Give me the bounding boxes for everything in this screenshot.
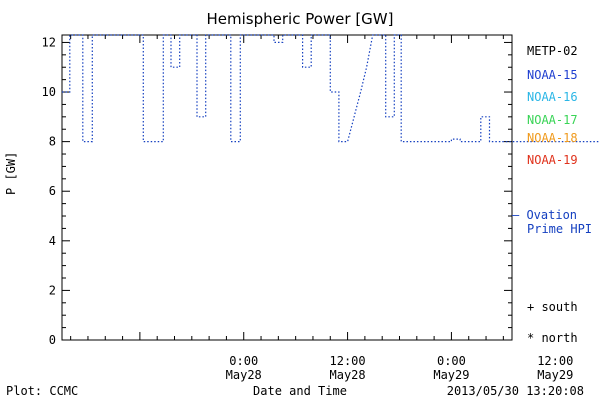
y-tick-label: 2 <box>49 283 56 297</box>
legend-metp02: METP-02 <box>527 44 578 58</box>
north-symbol-legend: * north <box>527 331 578 345</box>
legend-noaa17: NOAA-17 <box>527 113 578 127</box>
x-tick-label-date: May29 <box>433 368 469 382</box>
generation-timestamp: 2013/05/30 13:20:08 <box>446 384 584 398</box>
x-tick-label-time: 12:00 <box>330 354 366 368</box>
x-tick-label-time: 0:00 <box>437 354 466 368</box>
legend-noaa15: NOAA-15 <box>527 68 578 82</box>
south-symbol-legend: + south <box>527 300 578 314</box>
y-tick-label: 8 <box>49 135 56 149</box>
y-tick-label: 0 <box>49 333 56 347</box>
x-tick-label-date: May29 <box>537 368 573 382</box>
plot-frame <box>61 34 513 341</box>
ovation-line <box>62 34 600 143</box>
ovation-legend-line1: — Ovation <box>512 208 578 222</box>
x-tick-label-time: 12:00 <box>537 354 573 368</box>
y-tick-label: 10 <box>42 85 56 99</box>
legend-noaa18: NOAA-18 <box>527 131 578 145</box>
y-tick-label: 12 <box>42 35 56 49</box>
plot-credit: Plot: CCMC <box>6 384 79 398</box>
x-tick-label-date: May28 <box>330 368 366 382</box>
y-tick-label: 6 <box>49 184 56 198</box>
y-tick-label: 4 <box>49 234 56 248</box>
legend-noaa16: NOAA-16 <box>527 90 578 104</box>
ovation-legend-line2: Prime HPI <box>527 222 593 236</box>
legend-noaa19: NOAA-19 <box>527 153 578 167</box>
chart-title: Hemispheric Power [GW] <box>206 10 394 28</box>
x-tick-label-date: May28 <box>226 368 262 382</box>
x-axis-label: Date and Time <box>253 384 347 398</box>
x-tick-label-time: 0:00 <box>229 354 258 368</box>
